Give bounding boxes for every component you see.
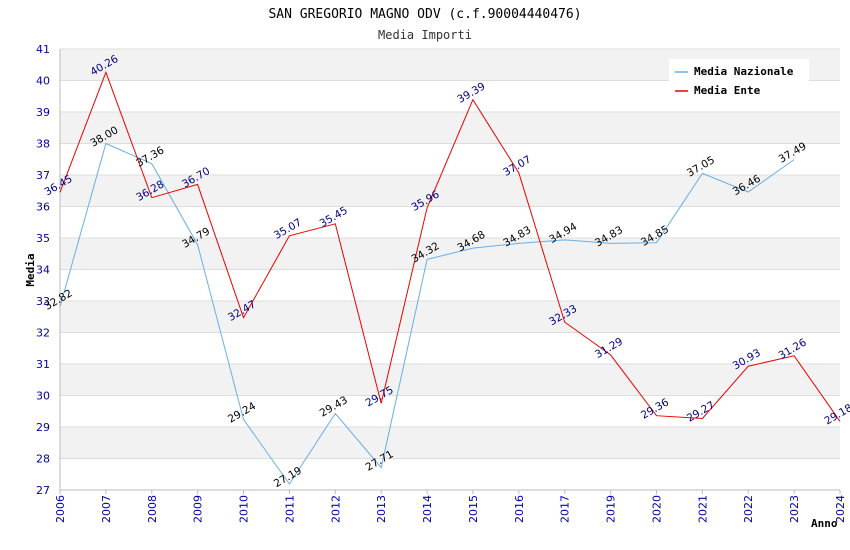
data-label-nazionale: 27.19 [272, 465, 304, 490]
y-tick-label: 36 [36, 201, 50, 214]
x-tick-label: 2010 [238, 495, 251, 523]
data-label-ente: 29.36 [639, 396, 671, 422]
y-tick-label: 33 [36, 295, 50, 308]
y-tick-label: 31 [36, 358, 50, 371]
x-tick-label: 2006 [54, 495, 67, 523]
y-tick-label: 38 [36, 138, 50, 151]
x-tick-label: 2008 [146, 495, 159, 523]
x-tick-label: 2020 [650, 495, 663, 523]
data-label-ente: 31.29 [593, 336, 625, 361]
data-label-ente: 29.18 [822, 402, 850, 427]
legend-label-nazionale: Media Nazionale [694, 65, 794, 78]
y-tick-label: 30 [36, 390, 50, 403]
data-label-nazionale: 37.36 [134, 144, 166, 170]
x-tick-label: 2009 [192, 495, 205, 523]
y-tick-label: 32 [36, 327, 50, 340]
x-tick-label: 2007 [100, 495, 113, 523]
y-tick-label: 40 [36, 75, 50, 88]
x-tick-label: 2016 [513, 495, 526, 523]
data-label-nazionale: 37.49 [777, 140, 809, 165]
x-tick-label: 2013 [375, 495, 388, 523]
x-axis-label: Anno [811, 517, 838, 530]
y-tick-label: 39 [36, 106, 50, 119]
data-label-ente: 29.27 [685, 399, 717, 424]
x-tick-label: 2017 [559, 495, 572, 523]
y-tick-label: 41 [36, 43, 50, 56]
x-tick-label: 2024 [834, 495, 847, 523]
chart-subtitle: Media Importi [378, 28, 472, 42]
y-tick-label: 35 [36, 232, 50, 245]
x-tick-label: 2023 [788, 495, 801, 523]
plot-grid [60, 48, 840, 491]
y-tick-label: 37 [36, 169, 50, 182]
x-tick-label: 2019 [605, 495, 618, 523]
y-axis-ticks: 27 28 29 30 31 32 33 34 35 36 37 38 39 40 41 [36, 43, 50, 497]
data-label-ente: 31.26 [777, 336, 809, 362]
series-line-media-nazionale [59, 142, 795, 485]
series-line-media-ente [59, 70, 841, 422]
grid-band [60, 112, 840, 144]
grid-band [60, 427, 840, 459]
legend-label-ente: Media Ente [694, 84, 761, 97]
y-tick-label: 29 [36, 421, 50, 434]
y-tick-label: 27 [36, 484, 50, 497]
x-tick-label: 2021 [696, 495, 709, 523]
x-tick-label: 2011 [283, 495, 296, 523]
y-tick-label: 34 [36, 264, 50, 277]
data-label-ente: 35.45 [318, 205, 350, 230]
y-axis-label: Media [24, 253, 37, 286]
grid-band [60, 364, 840, 396]
data-label-nazionale: 29.24 [226, 400, 258, 426]
x-tick-label: 2012 [329, 495, 342, 523]
axes [59, 49, 840, 491]
x-tick-label: 2022 [742, 495, 755, 523]
grid-band [60, 175, 840, 207]
legend-box [669, 59, 809, 103]
grid-band [60, 301, 840, 333]
y-tick-label: 28 [36, 453, 50, 466]
x-tick-label: 2014 [421, 495, 434, 523]
x-tick-label: 2015 [467, 495, 480, 523]
chart-title: SAN GREGORIO MAGNO ODV (c.f.90004440476) [268, 7, 581, 22]
x-axis-ticks: 2006 2007 2008 2009 2010 2011 2012 2013 2014 2015… [54, 490, 847, 523]
series-lines [59, 70, 841, 485]
legend: Media Nazionale Media Ente [669, 59, 809, 103]
